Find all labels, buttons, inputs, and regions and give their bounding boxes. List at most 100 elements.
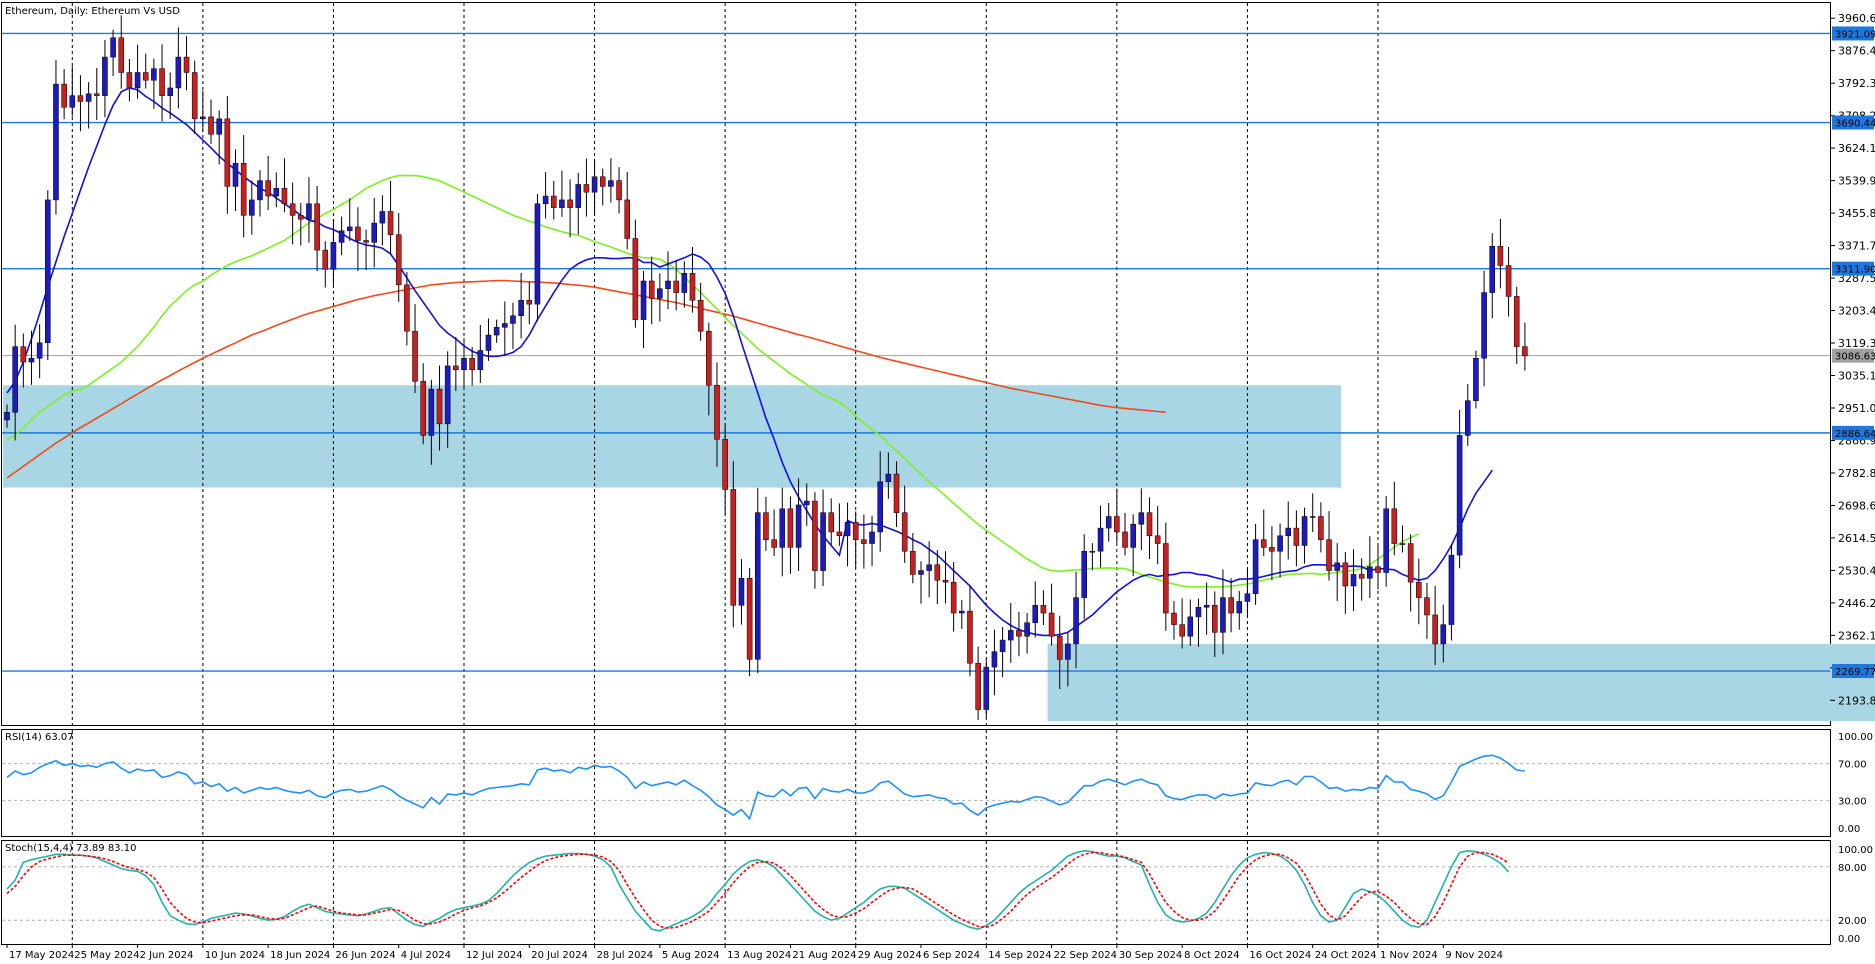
candle-down	[1513, 296, 1520, 347]
candle-up	[444, 365, 451, 425]
candle-down	[208, 116, 214, 135]
candle-up	[200, 116, 206, 120]
price-tick-label: 3455.84	[1838, 207, 1875, 220]
candle-up	[306, 203, 312, 220]
time-tick-label: 8 Oct 2024	[1184, 950, 1239, 961]
candle-up	[795, 504, 802, 548]
time-tick-label: 14 Sep 2024	[988, 950, 1051, 961]
candle-up	[1236, 601, 1243, 614]
candle-up	[1285, 527, 1292, 537]
time-tick-label: 21 Aug 2024	[792, 950, 856, 961]
level-tag-bg	[1832, 664, 1874, 679]
candle-down	[1391, 508, 1398, 544]
rsi-panel: 100.00 70.00 30.00 0.00	[2, 732, 1873, 835]
candle-up	[575, 184, 582, 208]
candle-down	[1171, 612, 1177, 625]
candle-down	[322, 249, 329, 270]
candle-down	[1318, 516, 1324, 540]
time-tick-label: 28 Jul 2024	[597, 950, 654, 961]
candle-down	[616, 180, 622, 201]
candle-up	[53, 83, 59, 201]
candle-up	[134, 72, 141, 89]
candle-up	[1073, 597, 1079, 645]
price-tick-label: 2193.89	[1838, 694, 1875, 707]
candle-down	[1432, 614, 1438, 645]
time-tick-label: 24 Oct 2024	[1315, 950, 1377, 961]
candle-down	[673, 280, 679, 293]
candle-down	[1016, 630, 1022, 637]
candle-down	[1056, 635, 1063, 660]
candle-up	[1130, 523, 1136, 548]
candle-up	[151, 68, 157, 81]
candle-down	[550, 195, 557, 208]
candle-down	[1293, 527, 1300, 546]
candle-down	[1375, 566, 1381, 573]
stoch-plot-frame	[1, 840, 1831, 945]
candle-up	[1081, 551, 1087, 598]
candle-up	[926, 564, 932, 571]
candle-down	[567, 199, 573, 208]
time-tick-label: 30 Sep 2024	[1119, 950, 1182, 961]
candle-up	[330, 242, 337, 270]
stoch-panel: 100.00 80.00 20.00 0.00	[2, 845, 1873, 945]
price-tick-label: 2951.06	[1838, 402, 1875, 415]
rsi-scale-label: 100.00	[1838, 732, 1873, 743]
candle-up	[991, 651, 998, 668]
candle-down	[648, 280, 655, 299]
candle-down	[1522, 346, 1528, 357]
candle-up	[918, 570, 924, 575]
candle-up	[85, 93, 92, 102]
candle-down	[1048, 612, 1055, 637]
candle-up	[1138, 512, 1145, 525]
candle-down	[624, 199, 630, 239]
price-tick-label: 2614.54	[1838, 532, 1875, 545]
candle-up	[1065, 643, 1071, 660]
time-tick-label: 2 Jun 2024	[140, 950, 194, 961]
candle-down	[1260, 539, 1267, 548]
candle-down	[730, 489, 737, 606]
rsi-title: RSI(14) 63.07	[5, 732, 74, 743]
vertical-gridlines	[71, 3, 1379, 944]
candle-down	[1358, 574, 1365, 579]
candle-down	[436, 388, 443, 425]
candle-up	[999, 639, 1006, 652]
price-tick-label: 2530.41	[1838, 564, 1875, 577]
candle-up	[608, 180, 614, 187]
candle-up	[1105, 516, 1112, 529]
candle-up	[1007, 630, 1014, 641]
candle-up	[28, 357, 35, 363]
candle-up	[1464, 400, 1471, 436]
price-tick-label: 3960.62	[1838, 12, 1875, 25]
candle-down	[159, 68, 165, 96]
candle-up	[681, 273, 688, 293]
candle-up	[1456, 435, 1463, 556]
time-tick-label: 9 Nov 2024	[1445, 950, 1503, 961]
rsi-scale-label: 70.00	[1838, 760, 1867, 771]
time-tick-label: 17 May 2024	[9, 950, 74, 961]
rsi-line	[6, 754, 1525, 821]
candle-up	[959, 610, 965, 614]
level-tag-bg	[1832, 26, 1874, 41]
candle-down	[706, 330, 712, 386]
candle-down	[632, 238, 639, 320]
rsi-plot-frame	[1, 729, 1831, 837]
time-tick-label: 16 Oct 2024	[1249, 950, 1311, 961]
candle-up	[844, 522, 851, 537]
time-tick-label: 5 Aug 2024	[662, 950, 720, 961]
candle-up	[428, 388, 435, 436]
price-tick-label: 3203.45	[1838, 305, 1875, 318]
candle-down	[61, 83, 67, 108]
candle-up	[1489, 245, 1496, 293]
candle-down	[526, 300, 533, 305]
candle-up	[1301, 516, 1308, 546]
main-plot-frame	[1, 2, 1831, 726]
candle-up	[885, 473, 892, 483]
candle-down	[1228, 597, 1234, 614]
ma-green-line	[6, 174, 1420, 588]
candle-up	[1203, 605, 1210, 608]
time-tick-label: 20 Jul 2024	[531, 950, 588, 961]
candle-up	[12, 346, 18, 413]
candle-up	[493, 327, 500, 336]
level-tag: 3690.44	[1835, 119, 1875, 130]
candle-down	[1179, 624, 1185, 637]
